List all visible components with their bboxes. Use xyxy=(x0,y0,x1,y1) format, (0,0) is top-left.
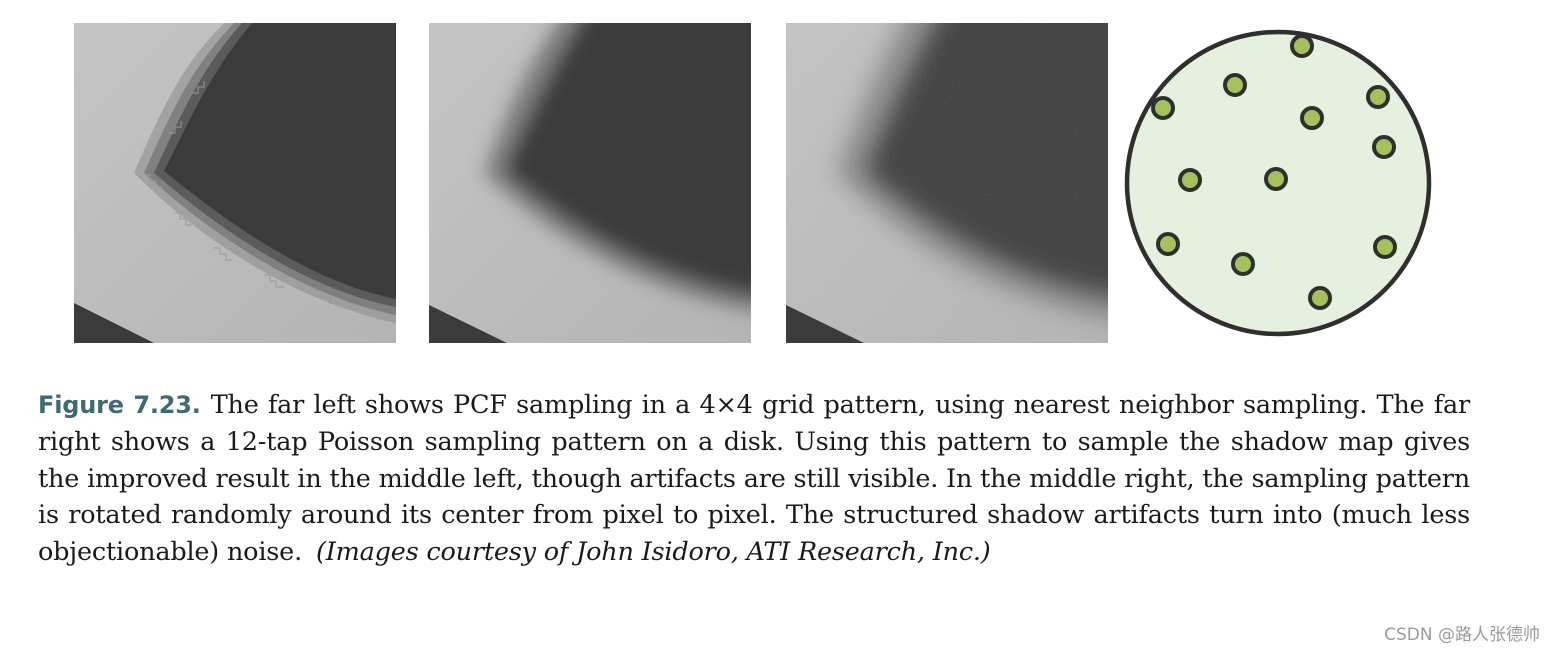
sample-tap xyxy=(1373,235,1397,259)
poisson-disk-diagram xyxy=(1120,26,1436,340)
figure-label: Figure 7.23. xyxy=(38,391,201,419)
poisson-shadow-image xyxy=(429,23,751,343)
sample-tap xyxy=(1366,85,1390,109)
image-credit: (Images courtesy of John Isidoro, ATI Re… xyxy=(315,537,991,568)
sample-tap xyxy=(1372,135,1396,159)
sample-tap xyxy=(1290,34,1314,58)
sample-tap xyxy=(1308,286,1332,310)
sample-tap xyxy=(1300,106,1324,130)
sample-tap xyxy=(1264,167,1288,191)
pcf-grid-shadow-image xyxy=(74,23,396,343)
sample-tap xyxy=(1151,96,1175,120)
watermark: CSDN @路人张德帅 xyxy=(1384,625,1540,645)
figure-caption: Figure 7.23. The far left shows PCF sampl… xyxy=(38,387,1470,571)
sample-tap xyxy=(1156,232,1180,256)
caption-text: The far left shows PCF sampling in a 4×4… xyxy=(38,390,1470,568)
sample-tap xyxy=(1178,168,1202,192)
sample-tap xyxy=(1223,73,1247,97)
sample-tap xyxy=(1231,252,1255,276)
rotated-poisson-shadow-image xyxy=(786,23,1108,343)
